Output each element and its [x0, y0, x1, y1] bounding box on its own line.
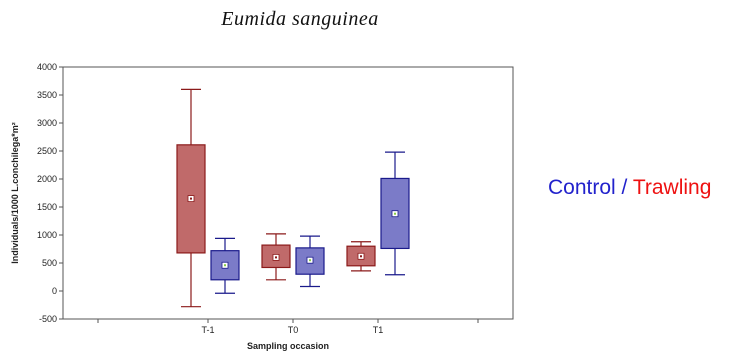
median-dot: [224, 264, 226, 267]
median-dot: [309, 259, 311, 262]
box-body: [295, 247, 325, 275]
x-tick-label: T1: [373, 325, 384, 335]
box-control-t-1: [210, 237, 240, 294]
x-tick-label: T-1: [201, 325, 214, 335]
legend-control-label: Control: [548, 176, 616, 199]
median-dot: [394, 212, 396, 215]
y-tick-label: 3000: [37, 118, 57, 128]
legend-trawling-label: Trawling: [632, 176, 712, 199]
box-control-t1: [380, 151, 410, 276]
legend: Control / Trawling: [548, 176, 711, 200]
x-axis-ticks: T-1 T0 T1: [97, 319, 479, 335]
x-tick-label: T0: [288, 325, 299, 335]
y-tick-label: 2500: [37, 146, 57, 156]
box-trawling-t1: [346, 241, 376, 272]
y-tick-label: 1500: [37, 202, 57, 212]
box-trawling-t-1: [176, 88, 206, 308]
box-trawling-t0: [261, 233, 291, 281]
box-plot-chart: -500 0 500 1000 1500 2000 2500 3000 3500 4000 T-1…: [10, 62, 514, 351]
median-dot: [190, 197, 192, 200]
box-control-t0: [295, 235, 325, 288]
chart-title: Eumida sanguinea: [221, 8, 379, 30]
y-axis-title: Individuals/1000 L.conchilega*m²: [10, 122, 20, 264]
median-dot: [360, 255, 362, 258]
median-dot: [275, 256, 277, 259]
y-tick-label: 500: [42, 258, 57, 268]
y-tick-label: 2000: [37, 174, 57, 184]
box-plot-series: [176, 88, 410, 308]
legend-separator: /: [615, 176, 633, 199]
y-tick-label: 1000: [37, 230, 57, 240]
y-tick-label: 4000: [37, 62, 57, 72]
y-tick-label: 0: [52, 286, 57, 296]
x-axis-title: Sampling occasion: [247, 341, 329, 351]
y-tick-label: -500: [39, 314, 57, 324]
plot-area-frame: [62, 66, 514, 320]
y-axis-ticks: -500 0 500 1000 1500 2000 2500 3000 3500 4000: [37, 62, 63, 324]
y-tick-label: 3500: [37, 90, 57, 100]
